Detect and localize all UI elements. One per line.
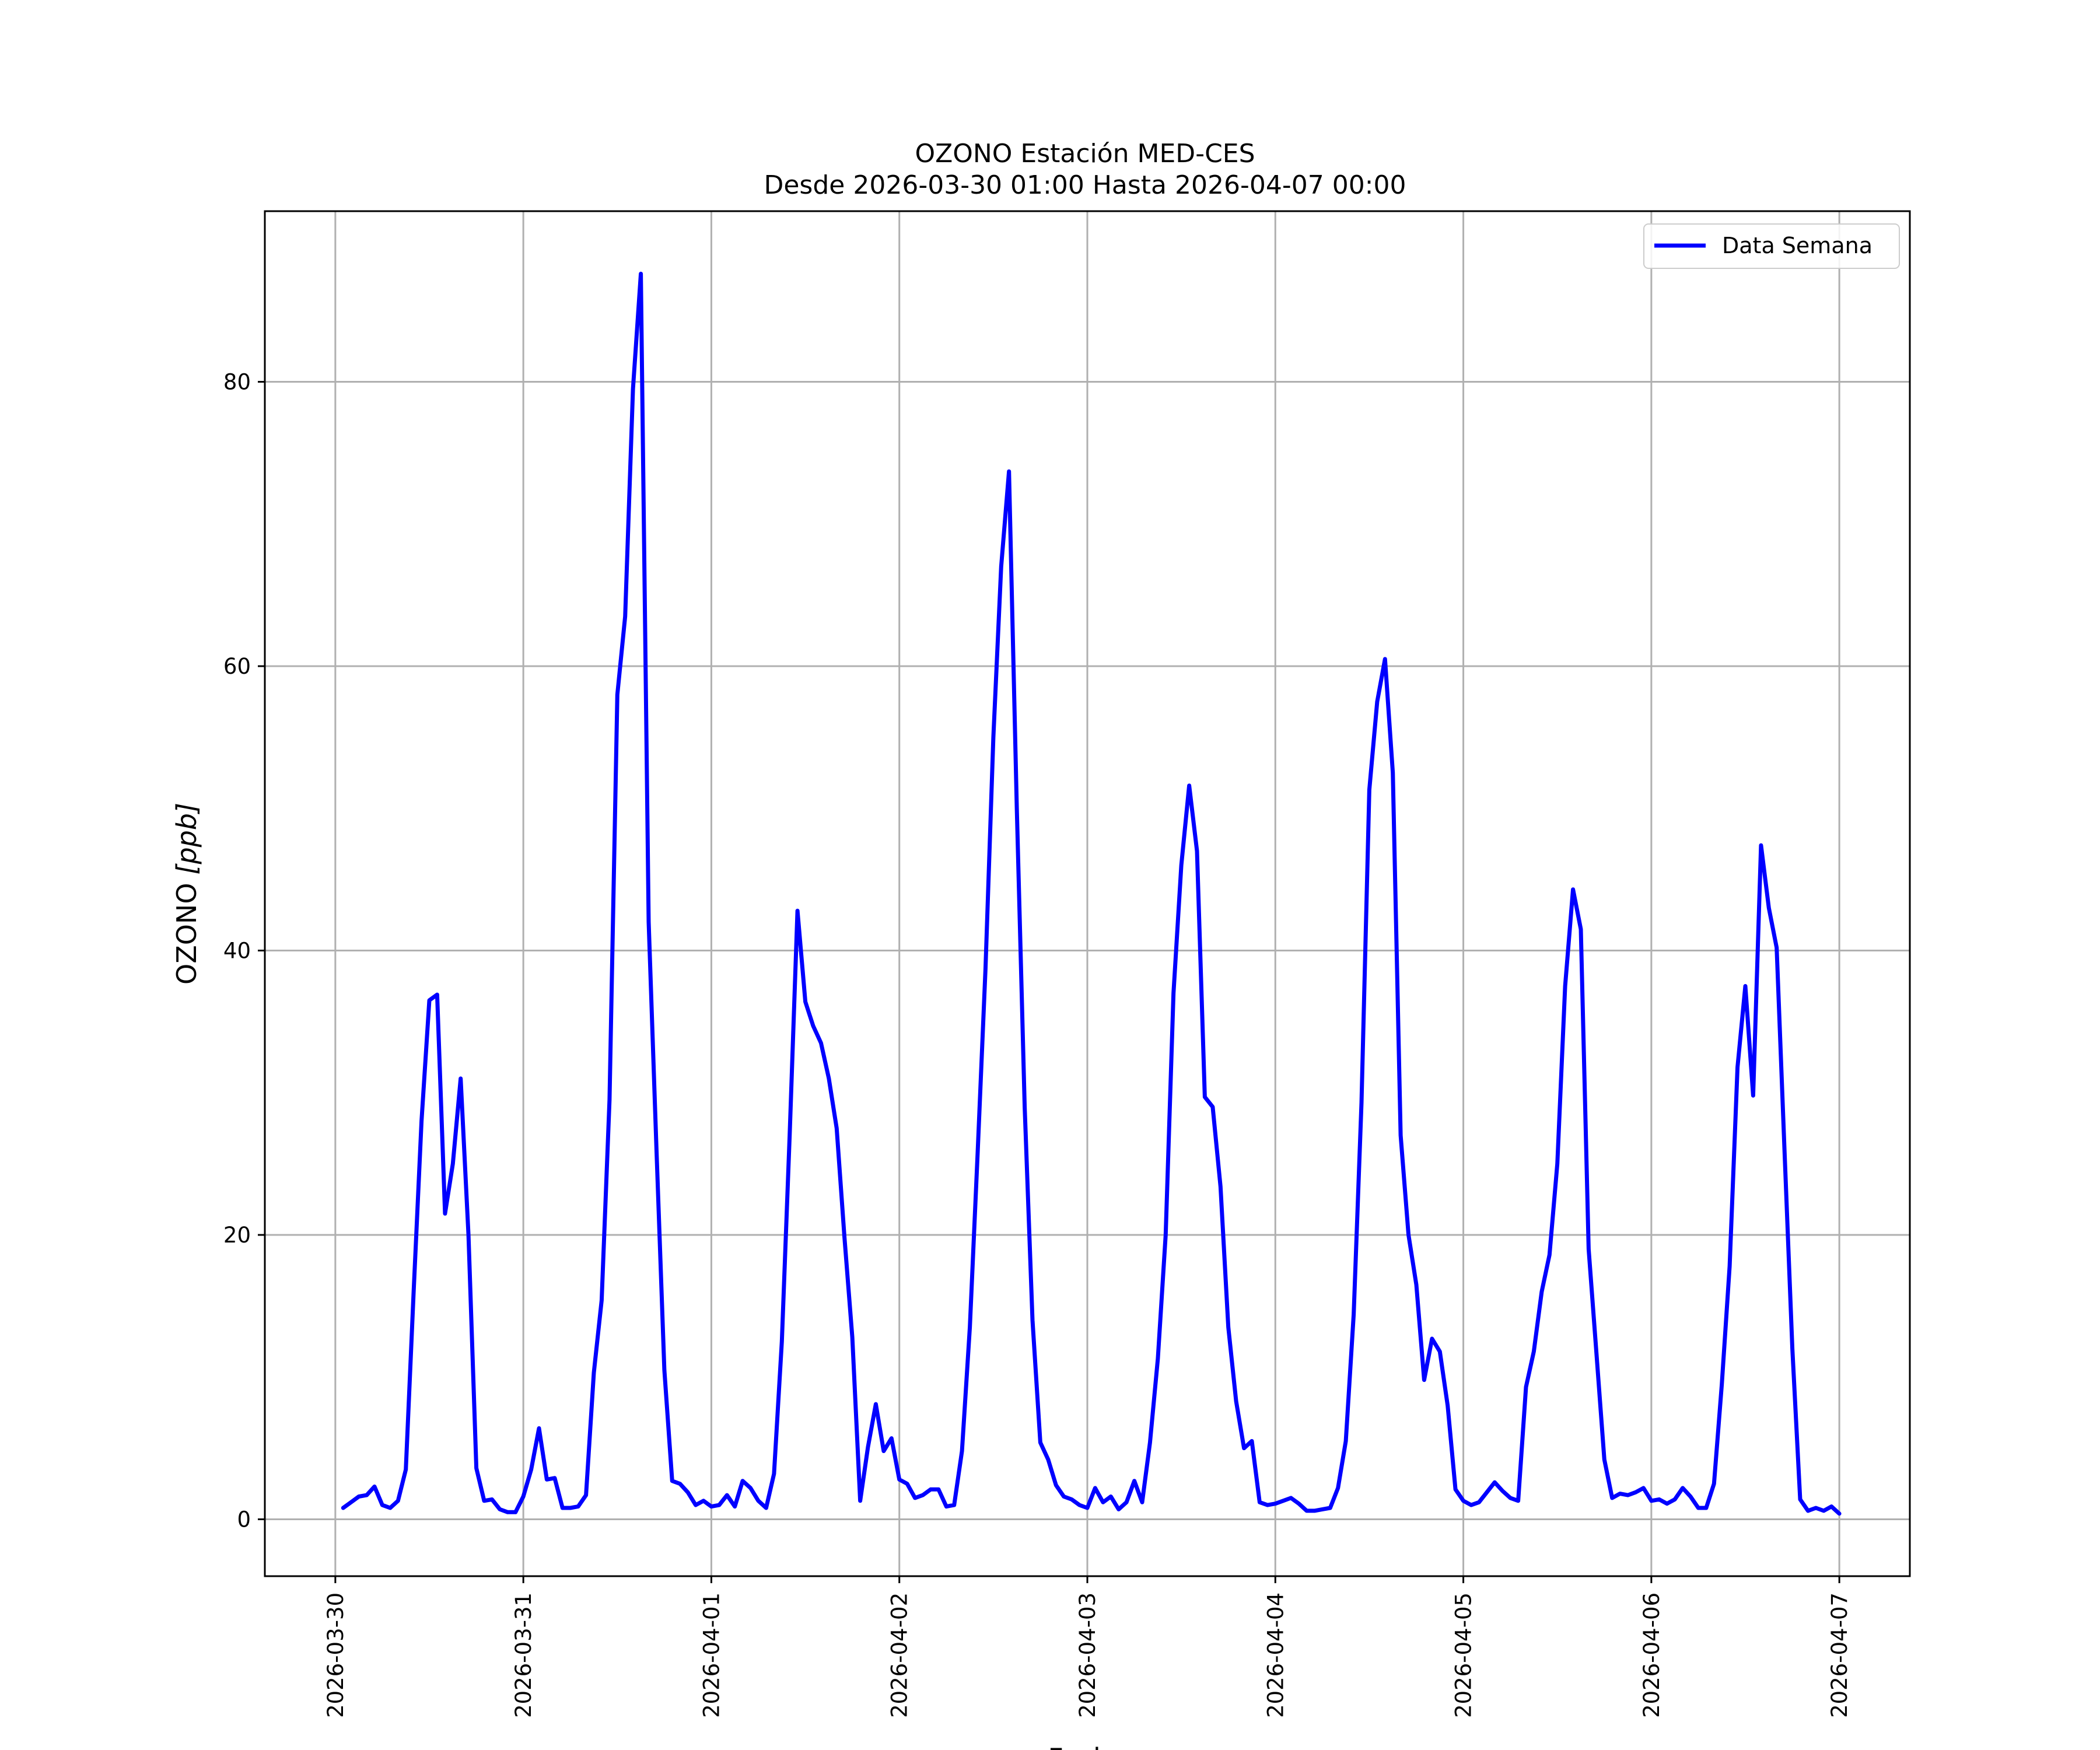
x-tick-label: 2026-03-31	[511, 1592, 536, 1718]
y-tick-label: 0	[237, 1507, 251, 1532]
y-axis-label-unit: [ppb]	[171, 803, 202, 875]
x-tick-label: 2026-04-02	[887, 1592, 912, 1718]
series-layer	[341, 271, 1842, 1516]
x-tick-label: 2026-04-03	[1075, 1592, 1100, 1718]
x-tick-label: 2026-04-07	[1827, 1592, 1852, 1718]
grid-lines	[265, 211, 1910, 1576]
y-axis-label-text: OZONO	[171, 883, 202, 985]
legend-box	[1643, 223, 1900, 269]
x-axis-ticks: 2026-03-30 2026-03-31 2026-04-01 2026-04-02…	[323, 1576, 1852, 1718]
x-tick-label: 2026-04-05	[1451, 1592, 1476, 1718]
chart-subtitle: Desde 2026-03-30 01:00 Hasta 2026-04-07 …	[764, 170, 1406, 200]
series-line-data-semana	[341, 271, 1842, 1516]
y-axis-ticks: 0 20 40 60 80	[223, 370, 265, 1532]
x-tick-label: 2026-03-30	[323, 1592, 348, 1718]
y-tick-label: 60	[223, 654, 251, 679]
x-tick-label: 2026-04-01	[699, 1592, 724, 1718]
y-tick-label: 80	[223, 370, 251, 395]
x-axis-label: Fecha	[1048, 1742, 1127, 1750]
legend: Data Semana	[1643, 223, 1900, 269]
legend-label: Data Semana	[1722, 233, 1873, 258]
y-tick-label: 20	[223, 1223, 251, 1248]
x-tick-label: 2026-04-04	[1263, 1592, 1288, 1718]
chart-title: OZONO Estación MED-CES	[915, 139, 1255, 169]
y-tick-label: 40	[223, 939, 251, 964]
y-axis-label: OZONO [ppb]	[171, 803, 202, 985]
x-tick-label: 2026-04-06	[1639, 1592, 1664, 1718]
